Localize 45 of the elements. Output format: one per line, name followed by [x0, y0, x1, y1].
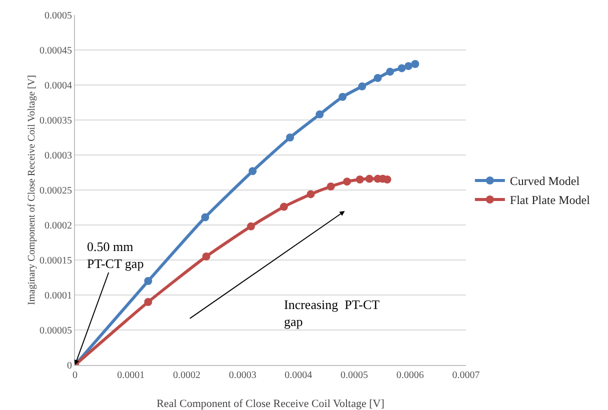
x-tick-label: 0.0003 [228, 370, 256, 381]
x-tick-label: 0.0006 [396, 370, 424, 381]
point [398, 64, 406, 72]
legend-label: Flat Plate Model [510, 193, 591, 208]
point [144, 298, 152, 306]
legend-label: Curved Model [510, 174, 580, 188]
y-axis-title: Imaginary Component of Close Receive Coil Voltage [V] [26, 75, 38, 305]
point [286, 134, 294, 142]
y-tick-label: 0.00035 [40, 116, 72, 126]
y-tick-label: 0.0002 [44, 220, 72, 232]
y-tick-label: 0.0001 [44, 290, 72, 302]
point [248, 167, 257, 176]
x-axis-title: Real Component of Close Receive Coil Voltage [V] [156, 398, 384, 410]
point [326, 182, 335, 190]
y-tick-label: 0.00015 [40, 256, 72, 266]
x-tick-label: 0.0005 [340, 370, 368, 381]
point [356, 176, 364, 184]
y-tick-label: 0.00045 [40, 46, 72, 56]
point [404, 62, 412, 70]
y-tick-label: 0 [67, 360, 72, 372]
point [202, 252, 210, 260]
y-tick-label: 0.00005 [40, 326, 72, 336]
point [358, 82, 366, 90]
point [246, 222, 255, 230]
point [316, 110, 324, 118]
y-tick-label: 0.0005 [44, 10, 72, 22]
annotation: Increasing PT-CT gap [284, 297, 380, 329]
point [338, 92, 347, 101]
point [386, 68, 394, 76]
point [365, 174, 374, 183]
point [280, 202, 288, 211]
point [306, 190, 315, 198]
point [411, 60, 420, 68]
y-tick-label: 0.00025 [40, 186, 72, 196]
x-tick-label: 0.0001 [117, 370, 145, 381]
y-tick-label: 0.0004 [44, 80, 72, 92]
annotation: 0.50 mm PT-CT gap [87, 239, 144, 271]
point [201, 213, 210, 222]
point [343, 178, 352, 186]
x-tick-label: 0.0007 [452, 370, 480, 381]
x-tick-label: 0.0004 [284, 370, 312, 381]
point [144, 277, 152, 285]
y-tick-label: 0.0003 [44, 150, 72, 162]
x-tick-label: 0.0002 [172, 370, 200, 381]
point [374, 74, 382, 82]
